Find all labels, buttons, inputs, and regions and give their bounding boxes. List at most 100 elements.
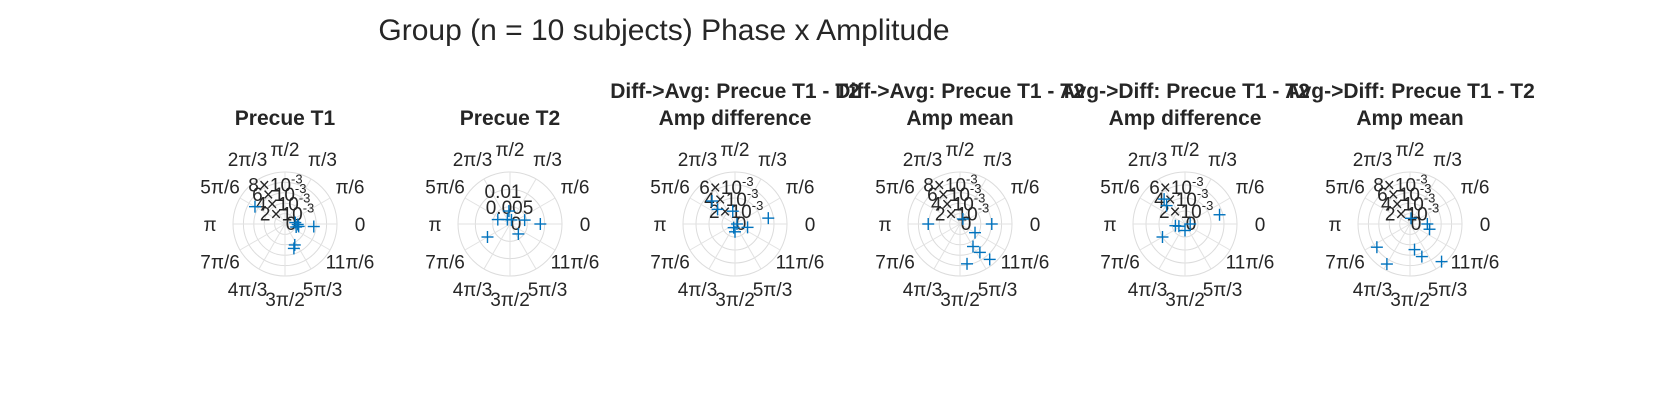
angular-grid-spoke [258,223,286,270]
data-point-marker [726,205,739,218]
angular-grid-spoke [239,197,286,225]
theta-tick-label: 11π/6 [1001,253,1050,274]
polar-axes-2: Precue T2 0 π/6 π/3 π/22π/3 5π/6 π 7π/6 4π/33π/2… [425,107,599,311]
theta-tick-label: 0 [580,215,591,236]
theta-tick-label: 3π/2 [1165,290,1205,311]
angular-grid-spoke [1409,197,1456,225]
theta-tick-label: 2π/3 [903,150,943,171]
theta-tick-label: 5π/3 [1203,280,1243,301]
data-point-marker [1421,218,1434,230]
data-point-marker [985,218,998,230]
data-point-marker [1184,218,1197,230]
data-point-marker [956,212,969,225]
theta-tick-label: 0 [1480,215,1491,236]
data-point-marker [1370,241,1383,254]
data-point-marker [741,221,754,234]
polar-panels: Precue T10π/6π/3π/22π/35π/6π7π/64π/33π/2… [200,80,1534,311]
angular-grid-spoke [1158,178,1186,225]
theta-tick-label: 11π/6 [1451,253,1500,274]
theta-tick-label: 7π/6 [1100,253,1140,274]
theta-tick-label: π [1103,215,1116,236]
theta-tick-label: 2π/3 [453,150,493,171]
theta-tick-label: 4π/3 [1353,280,1393,301]
theta-tick-label: 5π/6 [1100,178,1140,199]
theta-tick-label: π/6 [1235,178,1264,199]
data-point-marker [961,257,974,270]
theta-tick-label: 7π/6 [200,253,240,274]
polar-axes-1: Precue T1 0 π/6 π/3 π/22π/3 5π/6 π 7π/6 4π/33π/2… [200,107,374,311]
data-point-marker [969,226,982,239]
theta-tick-label: π/3 [983,150,1012,171]
data-point-marker [502,205,515,218]
angular-grid-spoke [689,223,736,251]
polar-axes-4: Diff->Avg: Precue T1 - T2 Amp mean 0 π/6 π/3… [835,80,1085,311]
figure-title: Group (n = 10 subjects) Phase x Amplitud… [378,14,949,47]
polar-axes-5: Avg->Diff: Precue T1 - T2 Amp difference 0… [1060,80,1310,311]
angular-grid-spoke [959,223,1006,251]
theta-tick-label: 3π/2 [940,290,980,311]
radial-tick-label: 0 [511,214,522,235]
theta-tick-label: π/6 [785,178,814,199]
angular-grid-spoke [1184,223,1212,270]
angular-grid-spoke [914,197,961,225]
theta-tick-label: π/6 [560,178,589,199]
theta-tick-label: 5π/6 [1325,178,1365,199]
angular-grid-spoke [483,178,511,225]
angular-grid-spoke [1139,197,1186,225]
data-point-marker [248,200,261,213]
theta-tick-label: 2π/3 [678,150,718,171]
angular-grid-spoke [509,197,556,225]
data-point-marker [534,218,547,230]
angular-grid-spoke [1184,178,1212,225]
theta-tick-label: π/3 [1208,150,1237,171]
theta-tick-label: π/2 [1171,140,1200,161]
radial-tick-label: 0 [286,214,297,235]
data-point-marker [1156,231,1169,243]
theta-tick-label: 4π/3 [228,280,268,301]
angular-grid-spoke [1184,197,1231,225]
data-point-marker [1172,220,1185,233]
theta-tick-label: 11π/6 [326,253,375,274]
axes-title: Amp difference [1109,107,1262,130]
angular-grid-spoke [509,223,537,270]
theta-tick-label: 5π/6 [200,178,240,199]
theta-tick-label: 5π/3 [528,280,568,301]
data-point-marker [288,238,301,251]
theta-tick-label: 5π/6 [650,178,690,199]
theta-tick-label: π [653,215,666,236]
angular-grid-spoke [1158,223,1186,270]
theta-tick-label: 0 [805,215,816,236]
theta-tick-label: π/2 [721,140,750,161]
axes-title: Amp difference [659,107,812,130]
data-point-marker [518,214,531,227]
theta-tick-label: π/2 [1396,140,1425,161]
angular-grid-spoke [284,178,312,225]
theta-tick-label: 3π/2 [1390,290,1430,311]
data-point-marker [1213,208,1226,221]
data-point-marker [290,220,303,233]
theta-tick-label: 5π/6 [875,178,915,199]
data-point-marker [291,218,304,231]
angular-grid-spoke [483,223,511,270]
data-point-marker [706,195,719,208]
data-point-marker [481,231,494,243]
data-point-marker [762,212,775,225]
angular-grid-spoke [1184,223,1231,251]
axes-title: Amp mean [906,107,1013,130]
theta-tick-label: 2π/3 [1128,150,1168,171]
angular-grid-spoke [708,223,736,270]
angular-grid-spoke [239,223,286,251]
angular-grid-spoke [933,178,961,225]
axes-title: Avg->Diff: Precue T1 - T2 [1060,80,1310,103]
angular-grid-spoke [284,197,331,225]
radial-tick-label: 8×10-3 [248,171,302,196]
theta-tick-label: 3π/2 [715,290,755,311]
theta-tick-label: 4π/3 [453,280,493,301]
angular-grid-spoke [933,223,961,270]
data-point-marker [1415,250,1428,263]
theta-tick-label: 4π/3 [678,280,718,301]
angular-grid-spoke [1364,223,1411,251]
data-point-marker [983,253,996,266]
angular-grid-spoke [708,178,736,225]
